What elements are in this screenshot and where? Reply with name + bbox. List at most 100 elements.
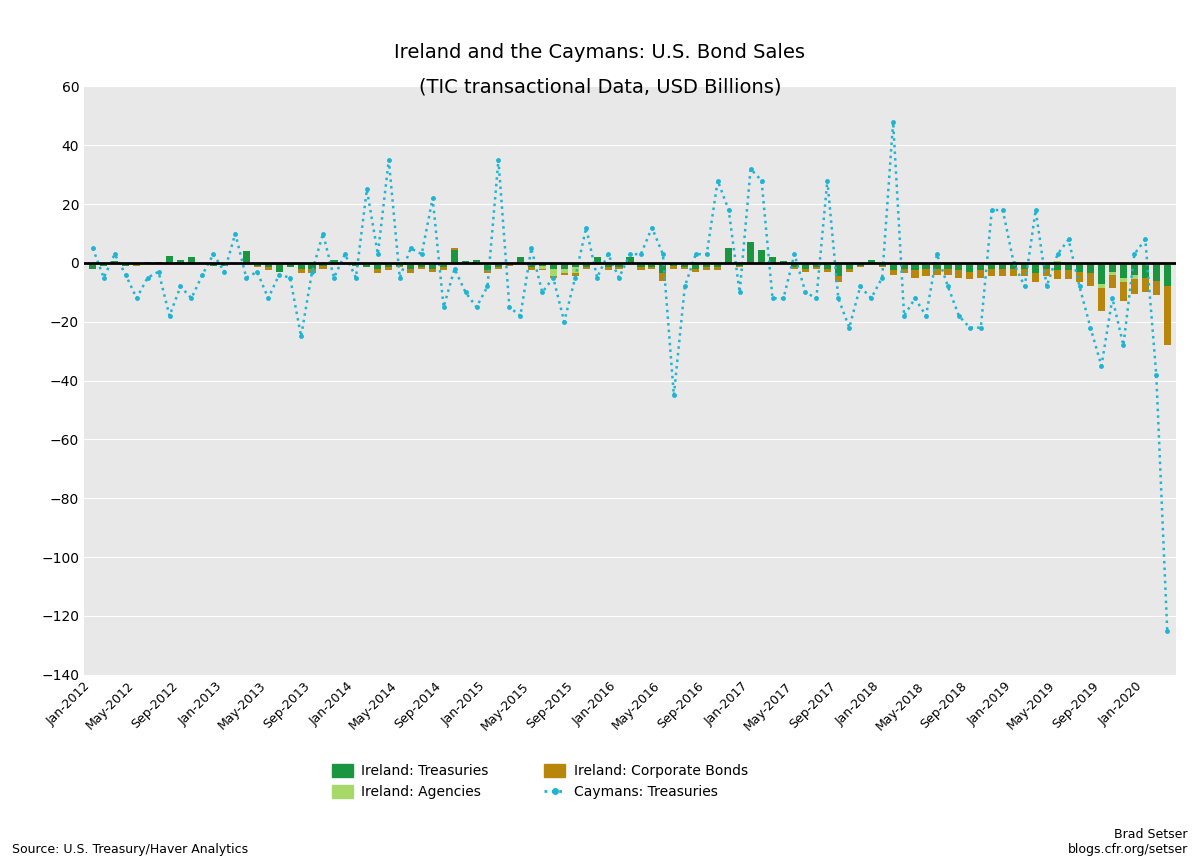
Bar xyxy=(682,263,689,267)
Bar xyxy=(353,263,360,266)
Bar xyxy=(407,263,414,269)
Bar xyxy=(341,263,348,265)
Bar xyxy=(714,263,721,267)
Bar xyxy=(1032,273,1039,282)
Bar xyxy=(517,263,524,265)
Bar xyxy=(923,263,930,269)
Bar xyxy=(176,260,184,263)
Bar xyxy=(1130,275,1138,279)
Bar xyxy=(605,263,612,267)
Bar xyxy=(582,267,589,269)
Bar xyxy=(144,262,151,263)
Bar xyxy=(265,267,271,270)
Bar xyxy=(1021,269,1028,276)
Text: Ireland and the Caymans: U.S. Bond Sales: Ireland and the Caymans: U.S. Bond Sales xyxy=(395,43,805,62)
Bar xyxy=(1153,263,1160,280)
Bar xyxy=(1164,286,1171,345)
Bar xyxy=(1109,263,1116,272)
Bar xyxy=(582,263,589,267)
Bar xyxy=(232,263,239,265)
Bar xyxy=(966,263,973,272)
Bar xyxy=(934,263,941,269)
Bar xyxy=(1098,288,1105,311)
Bar xyxy=(539,269,546,270)
Bar xyxy=(1130,279,1138,294)
Bar xyxy=(1000,269,1007,276)
Bar xyxy=(934,269,941,275)
Bar xyxy=(736,266,743,267)
Bar xyxy=(1054,261,1061,263)
Bar xyxy=(626,257,634,263)
Bar xyxy=(418,267,425,269)
Bar xyxy=(857,266,864,267)
Legend: Ireland: Treasuries, Ireland: Agencies, Ireland: Corporate Bonds, Caymans: Treas: Ireland: Treasuries, Ireland: Agencies, … xyxy=(325,758,755,806)
Bar xyxy=(671,263,678,266)
Bar xyxy=(221,263,228,266)
Bar xyxy=(396,263,403,266)
Bar xyxy=(989,263,995,269)
Bar xyxy=(1000,263,1007,269)
Bar xyxy=(528,267,535,270)
Bar xyxy=(659,263,666,273)
Bar xyxy=(122,263,130,266)
Bar xyxy=(812,263,820,267)
Bar xyxy=(889,270,896,275)
Bar xyxy=(199,263,206,265)
Bar xyxy=(550,276,557,278)
Bar xyxy=(682,267,689,269)
Bar xyxy=(878,263,886,266)
Bar xyxy=(539,266,546,269)
Bar xyxy=(451,248,458,250)
Bar xyxy=(484,263,491,270)
Text: Brad Setser
blogs.cfr.org/setser: Brad Setser blogs.cfr.org/setser xyxy=(1068,829,1188,856)
Bar xyxy=(594,257,601,263)
Bar xyxy=(835,276,842,282)
Bar xyxy=(133,265,140,266)
Bar xyxy=(89,263,96,269)
Bar xyxy=(802,263,809,269)
Bar xyxy=(506,263,512,265)
Bar xyxy=(1087,273,1094,286)
Bar xyxy=(823,269,830,272)
Bar xyxy=(462,261,469,263)
Bar xyxy=(616,263,623,267)
Bar xyxy=(736,263,743,266)
Bar xyxy=(319,263,326,266)
Bar xyxy=(900,269,907,273)
Bar xyxy=(1032,263,1039,273)
Bar xyxy=(298,269,305,273)
Bar xyxy=(900,263,907,269)
Bar xyxy=(748,242,754,263)
Bar xyxy=(265,263,271,267)
Bar xyxy=(1120,282,1127,301)
Bar xyxy=(517,257,524,263)
Bar xyxy=(868,260,875,263)
Bar xyxy=(1054,263,1061,270)
Bar xyxy=(308,263,316,269)
Bar xyxy=(758,250,766,263)
Bar xyxy=(253,263,260,266)
Bar xyxy=(430,263,437,269)
Bar xyxy=(330,260,337,263)
Bar xyxy=(703,267,710,270)
Bar xyxy=(725,248,732,263)
Bar xyxy=(440,267,448,270)
Bar xyxy=(430,269,437,272)
Bar xyxy=(1010,263,1018,269)
Bar xyxy=(374,263,382,269)
Bar xyxy=(112,261,119,263)
Bar xyxy=(385,263,392,267)
Bar xyxy=(560,263,568,269)
Bar xyxy=(1098,284,1105,288)
Bar xyxy=(451,250,458,263)
Bar xyxy=(966,272,973,279)
Bar xyxy=(374,269,382,273)
Bar xyxy=(319,266,326,269)
Bar xyxy=(560,269,568,273)
Bar xyxy=(550,269,557,276)
Bar xyxy=(100,263,107,266)
Bar xyxy=(571,267,578,273)
Bar xyxy=(1054,270,1061,279)
Bar xyxy=(166,255,173,263)
Bar xyxy=(571,273,578,276)
